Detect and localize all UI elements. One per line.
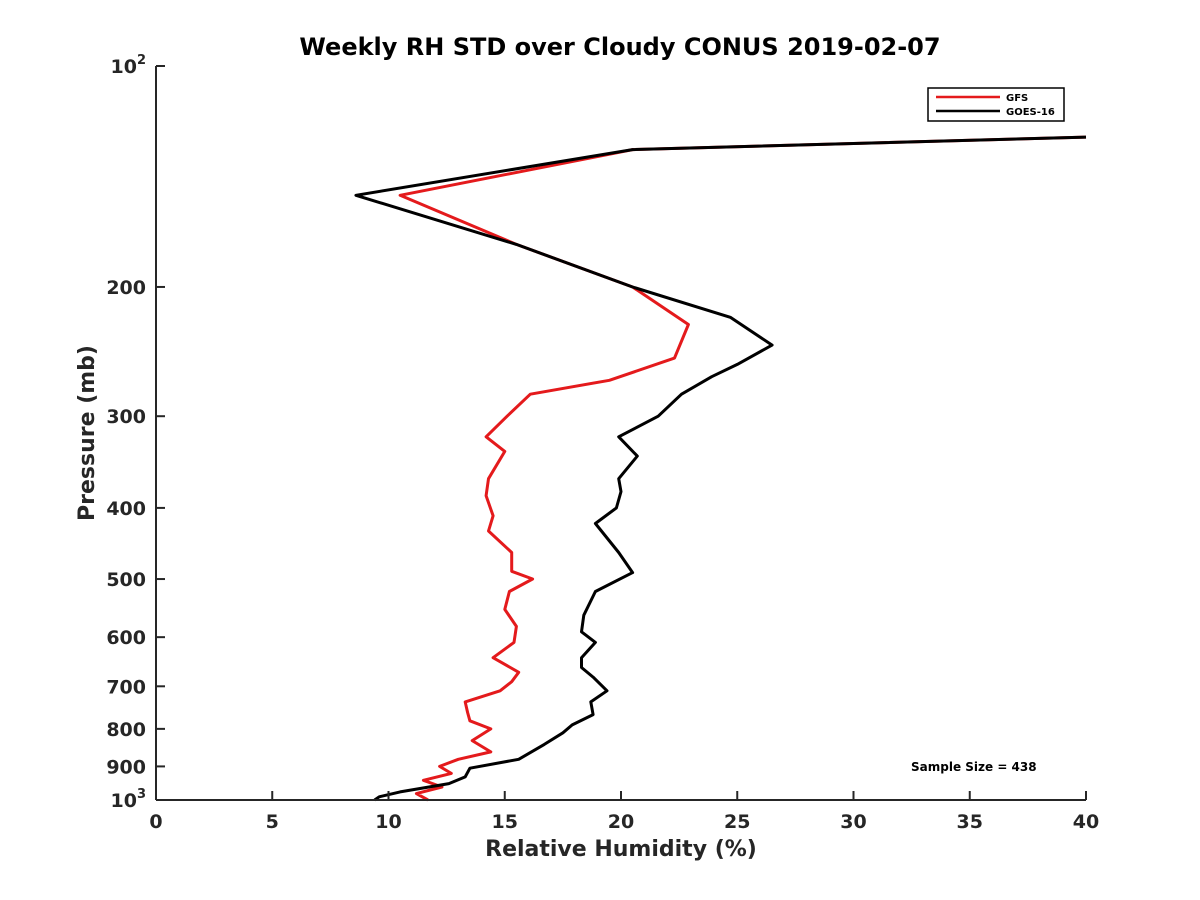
x-tick-label: 40: [1073, 811, 1099, 833]
y-tick-label: 400: [106, 498, 146, 520]
sample-size-annotation: Sample Size = 438: [911, 760, 1037, 774]
x-tick-label: 15: [492, 811, 518, 833]
y-tick-label: 102: [111, 53, 147, 78]
chart-title: Weekly RH STD over Cloudy CONUS 2019-02-…: [299, 33, 940, 61]
y-tick-label: 700: [106, 676, 146, 698]
y-axis-label: Pressure (mb): [75, 345, 100, 521]
x-axis-label: Relative Humidity (%): [485, 837, 757, 862]
y-tick-label: 800: [106, 719, 146, 741]
x-tick-label: 30: [840, 811, 866, 833]
x-tick-label: 25: [724, 811, 750, 833]
x-tick-label: 0: [149, 811, 162, 833]
x-tick-label: 35: [957, 811, 983, 833]
legend-box: [927, 87, 1065, 122]
series-line-gfs: [398, 135, 1087, 802]
legend: GFS GOES-16: [927, 87, 1065, 122]
legend-label-gfs: GFS: [1006, 93, 1028, 104]
x-tick-label: 20: [608, 811, 634, 833]
y-tick-label: 103: [111, 787, 147, 812]
y-tick-label: 900: [106, 756, 146, 778]
y-tick-label: 200: [106, 277, 146, 299]
legend-label-goes16: GOES-16: [1006, 107, 1055, 118]
x-tick-label: 10: [375, 811, 401, 833]
y-axis-ticks: 102 200 300 400 500 600 700 800 900 103: [106, 53, 165, 812]
x-tick-label: 5: [266, 811, 279, 833]
y-tick-label: 600: [106, 627, 146, 649]
series-line-goes-16: [354, 135, 1087, 802]
y-tick-label: 300: [106, 406, 146, 428]
y-tick-label: 500: [106, 569, 146, 591]
x-axis-ticks: 0 5 10 15 20 25 30 35 40: [149, 791, 1099, 833]
series-lines: [354, 135, 1087, 802]
